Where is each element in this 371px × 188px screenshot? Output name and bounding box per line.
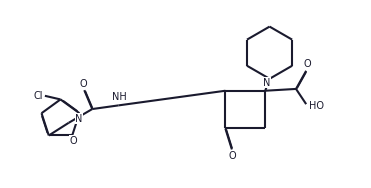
Text: N: N: [263, 78, 271, 88]
Text: O: O: [69, 136, 77, 146]
Text: O: O: [80, 79, 87, 89]
Text: Cl: Cl: [34, 91, 43, 101]
Text: NH: NH: [112, 92, 127, 102]
Text: N: N: [75, 114, 82, 124]
Text: O: O: [229, 151, 236, 161]
Text: HO: HO: [309, 101, 324, 111]
Text: O: O: [303, 59, 311, 69]
